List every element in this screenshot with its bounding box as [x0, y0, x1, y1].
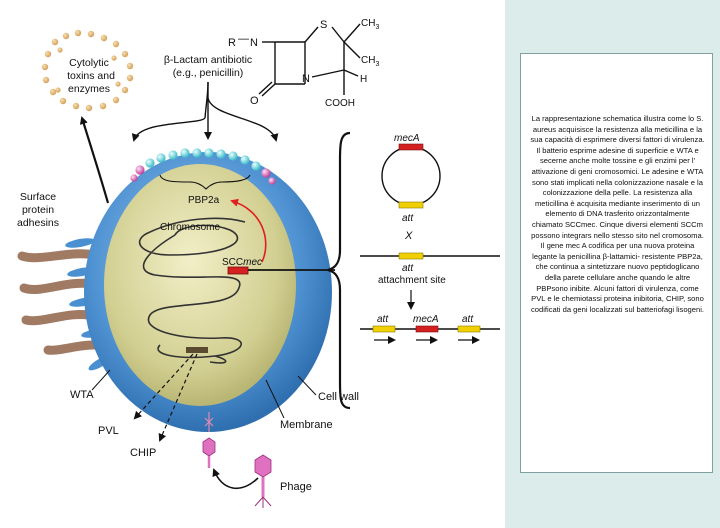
- membrane-label: Membrane: [280, 419, 333, 431]
- pbp2a-beads: [130, 148, 276, 190]
- penicillin-o: O: [250, 95, 259, 107]
- penicillin-dash: —: [238, 33, 249, 45]
- chromosome: [138, 217, 246, 364]
- penicillin-r: R: [228, 37, 236, 49]
- phage-particle: [254, 454, 272, 508]
- chromosome-label: Chromosome: [160, 222, 220, 233]
- crossover-x: X: [404, 230, 413, 242]
- att-site-left: [372, 325, 396, 333]
- penicillin-n2: N: [302, 73, 310, 85]
- cytoplasm: [104, 164, 296, 406]
- penicillin-structure: [258, 23, 361, 97]
- prophage-segment: [186, 347, 208, 353]
- penicillin-n1: N: [250, 37, 258, 49]
- sccmec-brace: [327, 131, 351, 410]
- membrane-pointer: [265, 379, 285, 419]
- attachment-site-label: attachment site: [378, 275, 446, 286]
- pbp2a-label: PBP2a: [188, 195, 220, 206]
- att-label-chromosome: att: [402, 263, 414, 274]
- staph-aureus-diagram: Cytolytic toxins and enzymes R — N S CH3…: [0, 0, 505, 528]
- wta-pointer: [91, 369, 111, 391]
- meca-gene-integrated: [415, 325, 439, 333]
- att-site-circle: [398, 201, 424, 209]
- att-label-right: att: [462, 314, 474, 325]
- att-label-circle: att: [402, 213, 414, 224]
- chip-arrow: [158, 353, 198, 442]
- antibiotic-arrow-right: [207, 97, 279, 142]
- chip-label: CHIP: [130, 447, 156, 459]
- sccmec-circle: [381, 146, 441, 206]
- sccmec-insert: [227, 266, 249, 275]
- meca-label-bottom: mecA: [413, 314, 439, 325]
- penicillin-cooh: COOH: [325, 98, 355, 109]
- cytolytic-label-2: toxins and: [67, 70, 115, 82]
- penicillin-ch3-top: CH3: [361, 18, 379, 31]
- pvl-arrow: [133, 353, 194, 420]
- att-site-chromosome: [398, 252, 424, 260]
- sccmec-label: SCCmec: [222, 257, 262, 268]
- adhesins-label-2: protein: [22, 204, 54, 216]
- meca-gene-circle: [398, 143, 424, 151]
- penicillin-s: S: [320, 19, 327, 31]
- penicillin-ch3-mid: CH3: [361, 55, 379, 68]
- toxin-dots: [41, 29, 134, 112]
- pvl-label: PVL: [98, 425, 119, 437]
- phage-infection-arrow: [212, 468, 259, 490]
- cell-wall-pointer: [297, 375, 317, 396]
- cytolytic-label-3: enzymes: [68, 83, 110, 95]
- adhesins-label-1: Surface: [20, 191, 56, 203]
- wta-label: WTA: [70, 389, 94, 401]
- meca-label-top: mecA: [394, 133, 420, 144]
- beta-lactam-label-1: β-Lactam antibiotic: [164, 54, 252, 66]
- caption-panel: La rappresentazione schematica illustra …: [520, 53, 713, 473]
- phage-label: Phage: [280, 481, 312, 493]
- secretion-arrow: [79, 116, 110, 204]
- adhesins-label-3: adhesins: [17, 217, 59, 229]
- caption-text: La rappresentazione schematica illustra …: [530, 114, 705, 314]
- antibiotic-arrow-left: [134, 81, 209, 140]
- att-label-left: att: [377, 314, 389, 325]
- secretion-channel: [204, 412, 214, 432]
- cell-wall-label: Cell wall: [318, 391, 359, 403]
- penicillin-h: H: [360, 74, 367, 85]
- att-site-right: [457, 325, 481, 333]
- expression-arrow: [230, 198, 267, 263]
- beta-lactam-label-2: (e.g., penicillin): [173, 67, 244, 79]
- cytolytic-label-1: Cytolytic: [69, 57, 109, 69]
- diagram-svg: Cytolytic toxins and enzymes R — N S CH3…: [17, 18, 500, 508]
- phage-top: [202, 437, 216, 468]
